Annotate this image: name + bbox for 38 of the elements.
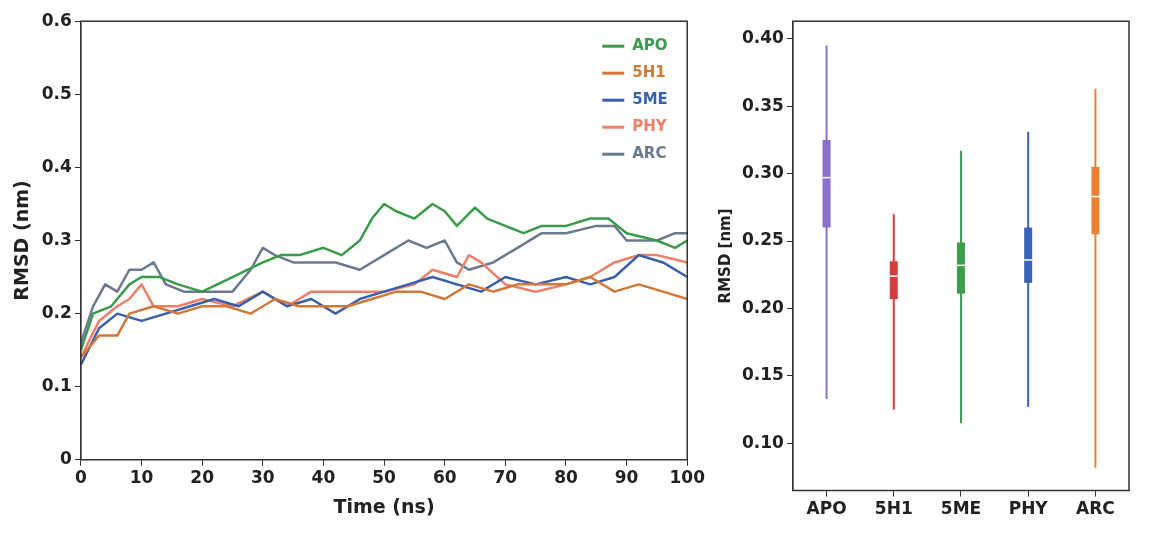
y-tick-label: 0.20 xyxy=(741,296,785,317)
x-tick-label: 50 xyxy=(372,467,397,488)
legend-label: 5ME xyxy=(632,90,668,109)
y-tick-label: 0.1 xyxy=(41,375,72,396)
legend-label: PHY xyxy=(632,117,668,136)
x-tick-label: PHY xyxy=(1008,498,1049,519)
x-tick-label: 20 xyxy=(190,467,215,488)
y-tick-label: 0.30 xyxy=(741,162,785,183)
x-tick-label: 10 xyxy=(129,467,154,488)
x-tick-label: 90 xyxy=(614,467,639,488)
legend-label: APO xyxy=(632,36,668,55)
x-tick-label: 60 xyxy=(432,467,457,488)
y-tick-label: 0.40 xyxy=(741,27,785,48)
y-tick-label: 0.35 xyxy=(741,94,784,115)
y-tick-label: 0 xyxy=(60,448,73,469)
y-tick-label: 0.2 xyxy=(41,302,72,323)
y-tick-label: 0.3 xyxy=(41,228,72,249)
y-tick-label: 0.15 xyxy=(741,364,784,385)
x-tick-label: APO xyxy=(806,498,847,519)
x-tick-label: 70 xyxy=(493,467,518,488)
y-axis-title: RMSD (nm) xyxy=(10,180,33,301)
y-tick-label: 0.6 xyxy=(41,9,72,30)
y-tick-label: 0.4 xyxy=(41,155,73,176)
x-tick-label: 0 xyxy=(74,467,87,488)
y-tick-label: 0.10 xyxy=(741,431,785,452)
x-axis-title: Time (ns) xyxy=(333,494,435,517)
x-tick-label: 30 xyxy=(250,467,275,488)
legend-label: 5H1 xyxy=(632,63,666,82)
y-tick-label: 0.25 xyxy=(741,229,784,250)
x-tick-label: 80 xyxy=(554,467,578,488)
x-tick-label: 100 xyxy=(669,467,706,488)
y-axis-title: RMSD [nm] xyxy=(715,208,734,304)
legend-label: ARC xyxy=(632,144,667,163)
x-tick-label: ARC xyxy=(1076,498,1115,519)
x-tick-label: 40 xyxy=(311,467,336,488)
x-tick-label: 5ME xyxy=(940,498,982,519)
x-tick-label: 5H1 xyxy=(874,498,913,519)
y-tick-label: 0.5 xyxy=(41,82,72,103)
